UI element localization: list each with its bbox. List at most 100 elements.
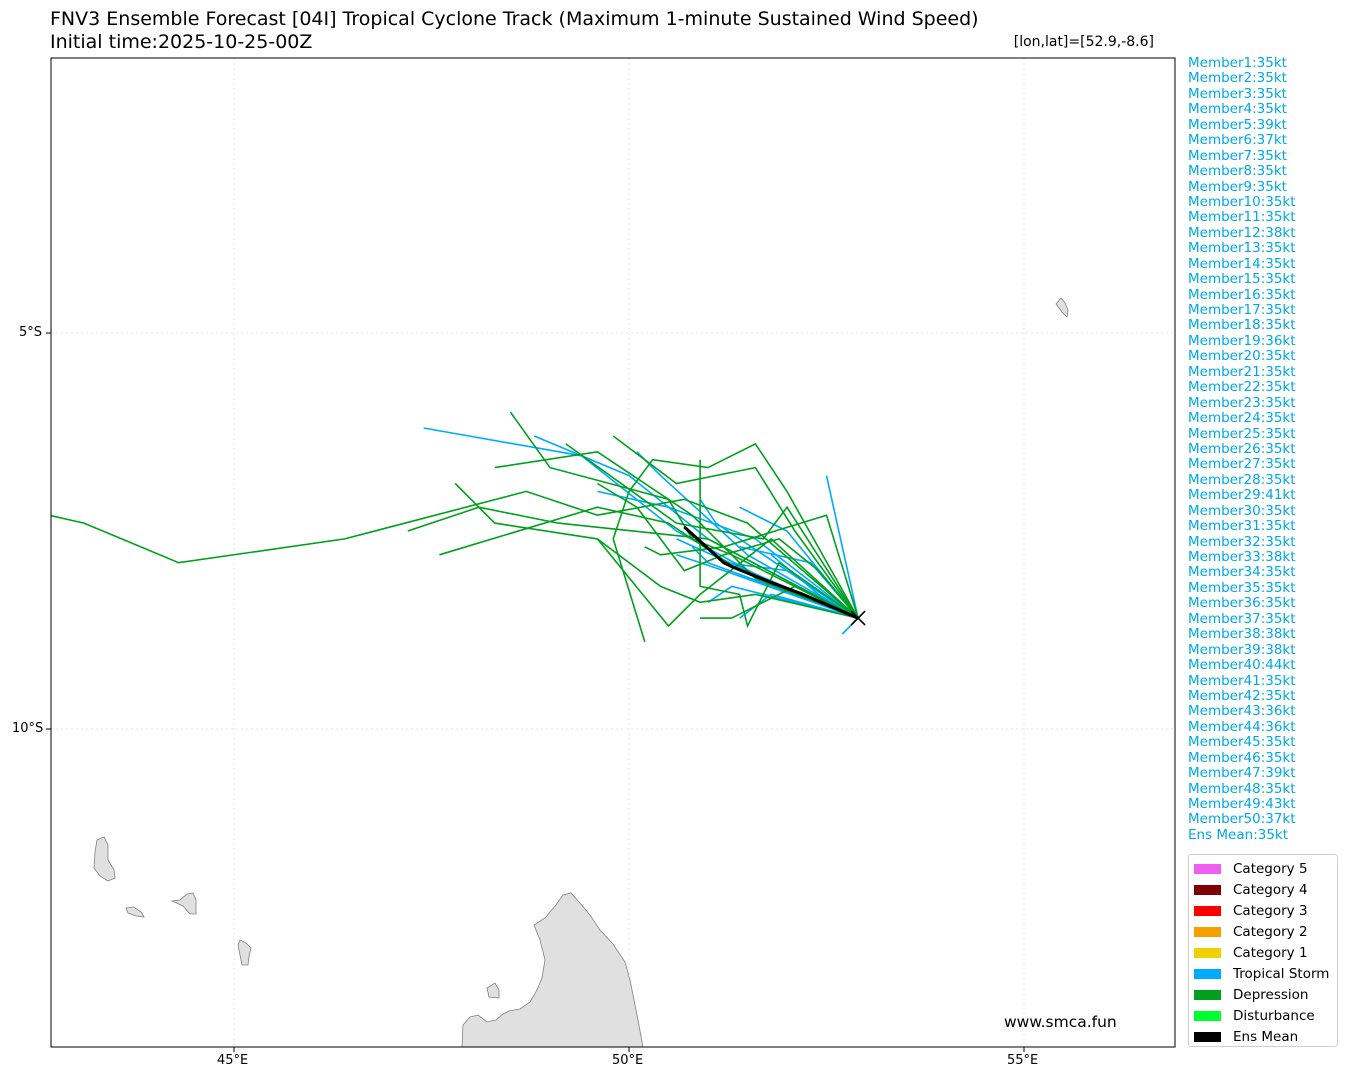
legend-item: Category 4 [1194,879,1308,900]
member-entry: Member50:37kt [1188,811,1296,828]
legend-item: Category 5 [1194,858,1308,879]
legend-swatch [1194,884,1221,895]
member-track [494,450,859,619]
chart-title: FNV3 Ensemble Forecast [04I] Tropical Cy… [50,8,979,30]
member-track [565,443,859,619]
member-entry: Member49:43kt [1188,796,1296,812]
member-entry: Member21:35kt [1188,363,1296,380]
member-track [825,475,859,619]
member-entry: Member1:35kt [1188,55,1287,71]
watermark: www.smca.fun [1004,1013,1117,1031]
legend-label: Ens Mean [1233,1028,1299,1045]
member-entry: Member16:35kt [1188,286,1296,303]
member-entry: Member40:44kt [1188,657,1296,674]
member-entry: Member15:35kt [1188,271,1296,288]
member-entry: Member39:38kt [1188,641,1296,658]
legend-item: Ens Mean [1194,1026,1298,1047]
member-entry: Member11:35kt [1188,209,1296,226]
member-track [407,506,859,619]
member-entry: Member12:38kt [1188,224,1296,241]
member-entry: Member44:36kt [1188,718,1296,735]
legend-label: Tropical Storm [1233,965,1330,982]
x-marker-stroke [850,610,866,626]
member-entry: Member28:35kt [1188,471,1296,488]
initial-time: Initial time:2025-10-25-00Z [50,31,313,53]
legend-item: Category 3 [1194,900,1308,921]
member-entry: Member31:35kt [1188,518,1296,535]
legend-swatch [1194,989,1221,1000]
member-track [509,411,859,619]
legend-label: Disturbance [1233,1007,1315,1024]
member-entry: Member7:35kt [1188,147,1287,164]
coordinate-readout: [lon,lat]=[52.9,-8.6] [1013,34,1154,50]
legend-item: Disturbance [1194,1005,1315,1026]
gridlines [51,58,1175,1047]
x-tick-50e: 50°E [612,1053,644,1068]
legend-item: Category 1 [1194,942,1308,963]
legend-item: Tropical Storm [1194,963,1329,984]
member-entry: Ens Mean:35kt [1188,826,1289,843]
member-track [699,459,859,629]
member-entry: Member8:35kt [1188,163,1287,180]
land-anjouan [170,892,197,915]
member-entry: Member22:35kt [1188,379,1296,396]
member-intensity-list: Member1:35kt Member2:35kt Member3:35kt Memb… [1188,55,1296,843]
x-tick-55e: 55°E [1007,1053,1039,1068]
member-entry: Member25:35kt [1188,425,1296,442]
member-entry: Member37:35kt [1188,610,1296,627]
legend-label: Category 2 [1233,923,1308,940]
member-entry: Member24:35kt [1188,410,1296,427]
member-entry: Member32:35kt [1188,533,1296,550]
land-madagascar [461,892,644,1047]
member-track [612,435,859,619]
initial-position-marker [850,610,866,626]
legend-swatch [1194,1031,1221,1042]
member-tracks [51,411,859,643]
legend-label: Category 1 [1233,944,1308,961]
member-entry: Member43:36kt [1188,703,1296,720]
legend-swatch [1194,905,1221,916]
member-entry: Member47:39kt [1188,765,1296,782]
member-entry: Member18:35kt [1188,317,1296,334]
member-entry: Member33:38kt [1188,549,1296,565]
member-entry: Member13:35kt [1188,240,1296,257]
member-entry: Member35:35kt [1188,579,1296,596]
legend-swatch [1194,1010,1221,1021]
member-entry: Member9:35kt [1188,178,1287,195]
map-frame [50,57,1176,1048]
member-entry: Member34:35kt [1188,564,1296,581]
y-tick-10s: 10°S [12,721,44,736]
legend-item: Depression [1194,984,1308,1005]
member-entry: Member27:35kt [1188,456,1296,473]
member-entry: Member48:35kt [1188,780,1296,797]
member-entry: Member41:35kt [1188,672,1296,689]
member-entry: Member17:35kt [1188,302,1296,318]
land-moheli [125,906,145,918]
legend: Category 5 Category 4 Category 3 Category 2… [1188,854,1338,1047]
legend-swatch [1194,863,1221,874]
member-track [596,537,859,628]
legend-label: Depression [1233,986,1309,1003]
legend-label: Category 4 [1233,881,1308,898]
member-entry: Member42:35kt [1188,687,1296,704]
land-small-island [486,982,500,999]
legend-item: Category 2 [1194,921,1308,942]
land-grande-comore [93,836,116,882]
land [93,297,1069,1047]
member-entry: Member46:35kt [1188,749,1296,766]
legend-label: Category 5 [1233,860,1308,877]
member-entry: Member29:41kt [1188,487,1296,504]
legend-label: Category 3 [1233,902,1308,919]
member-entry: Member38:38kt [1188,626,1296,643]
member-entry: Member10:35kt [1188,193,1296,210]
member-track [612,442,859,643]
member-track [51,490,859,619]
member-entry: Member26:35kt [1188,440,1296,457]
tick-marks [46,332,1025,1052]
member-entry: Member36:35kt [1188,595,1296,612]
member-track [596,482,859,619]
member-track [454,482,859,619]
member-entry: Member6:37kt [1188,132,1287,149]
ens-mean-line [683,525,859,620]
